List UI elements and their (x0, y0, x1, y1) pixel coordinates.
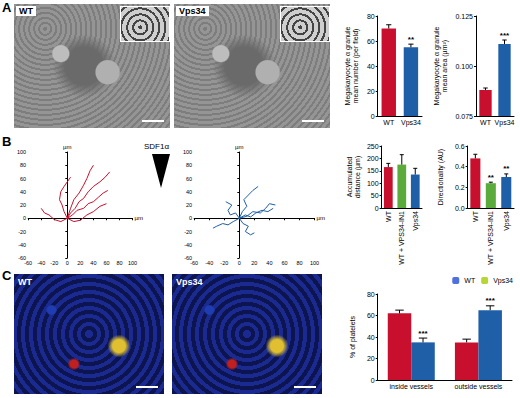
svg-text:µm: µm (317, 215, 325, 221)
svg-text:60: 60 (20, 176, 26, 182)
svg-text:Vps34: Vps34 (401, 119, 421, 127)
html-text:Vps34: Vps34 (176, 277, 203, 287)
svg-text:0: 0 (371, 113, 375, 120)
svg-text:WT: WT (383, 119, 395, 126)
svg-text:0: 0 (238, 260, 241, 266)
svg-text:***: *** (486, 296, 496, 305)
svg-text:WT + VPS34-IN1: WT + VPS34-IN1 (398, 211, 405, 265)
svg-text:60: 60 (367, 312, 375, 319)
svg-text:40: 40 (20, 189, 26, 195)
svg-text:-20: -20 (184, 229, 192, 235)
svg-text:Vps34: Vps34 (503, 211, 511, 231)
svg-text:20: 20 (251, 260, 257, 266)
svg-text:Megakaryocyte α granule: Megakaryocyte α granule (344, 27, 352, 106)
svg-text:-40: -40 (18, 242, 26, 248)
svg-text:40: 40 (367, 63, 375, 70)
svg-text:-40: -40 (37, 260, 45, 266)
svg-text:20: 20 (186, 202, 192, 208)
svg-text:40: 40 (367, 334, 375, 341)
svg-text:0: 0 (371, 377, 375, 384)
svg-text:% of platelets: % of platelets (349, 315, 357, 358)
svg-text:mean number (per field): mean number (per field) (352, 29, 360, 104)
svg-text:100: 100 (128, 260, 137, 266)
svg-text:0.125: 0.125 (455, 13, 473, 20)
svg-text:0.2: 0.2 (455, 184, 465, 191)
svg-text:outside vessels: outside vessels (454, 383, 502, 390)
html-text:A: A (2, 0, 12, 15)
svg-text:0: 0 (23, 215, 26, 221)
svg-text:0.0: 0.0 (455, 205, 465, 212)
svg-text:WT: WT (385, 210, 392, 222)
svg-text:100: 100 (183, 149, 192, 155)
svg-text:20: 20 (367, 88, 375, 95)
svg-text:80: 80 (186, 162, 192, 168)
svg-text:WT + VPS34-IN1: WT + VPS34-IN1 (487, 211, 494, 265)
svg-text:***: *** (500, 31, 510, 40)
svg-text:40: 40 (186, 189, 192, 195)
svg-text:inside vessels: inside vessels (389, 383, 433, 390)
svg-text:distance (µm): distance (µm) (354, 156, 362, 199)
svg-text:20: 20 (77, 260, 83, 266)
svg-text:Accumulated: Accumulated (346, 157, 353, 198)
svg-text:-20: -20 (220, 260, 228, 266)
svg-text:-60: -60 (18, 255, 27, 261)
svg-text:60: 60 (103, 260, 109, 266)
svg-text:mean area (µm²): mean area (µm²) (441, 40, 449, 92)
svg-text:Megakaryocyte α granule: Megakaryocyte α granule (433, 27, 441, 106)
svg-text:40: 40 (90, 260, 96, 266)
html-text:WT: WT (19, 6, 33, 16)
svg-text:0.4: 0.4 (455, 163, 465, 170)
svg-text:80: 80 (20, 162, 26, 168)
html-text:B: B (2, 134, 12, 149)
svg-text:100: 100 (367, 180, 379, 187)
svg-text:80: 80 (367, 291, 375, 298)
svg-text:**: ** (503, 164, 510, 173)
svg-text:Vps34: Vps34 (493, 277, 513, 285)
svg-text:80: 80 (296, 260, 302, 266)
svg-text:-40: -40 (184, 242, 192, 248)
svg-text:-60: -60 (190, 260, 198, 266)
svg-text:Vps34: Vps34 (495, 119, 515, 127)
svg-text:200: 200 (367, 155, 379, 162)
svg-text:100: 100 (17, 149, 26, 155)
svg-text:**: ** (408, 35, 415, 44)
svg-text:0.075: 0.075 (455, 113, 473, 120)
svg-text:250: 250 (367, 143, 379, 150)
svg-text:-20: -20 (50, 260, 58, 266)
svg-text:0.6: 0.6 (455, 143, 465, 150)
svg-text:**: ** (488, 173, 495, 182)
svg-text:80: 80 (116, 260, 122, 266)
svg-text:100: 100 (310, 260, 319, 266)
svg-text:20: 20 (20, 202, 26, 208)
html-text:WT: WT (18, 277, 32, 287)
svg-text:µm: µm (63, 144, 71, 150)
svg-text:0: 0 (375, 205, 379, 212)
html-text:C: C (2, 268, 12, 283)
html-text:Vps34: Vps34 (179, 6, 206, 16)
svg-text:0: 0 (189, 215, 192, 221)
svg-text:Directionality (AU): Directionality (AU) (437, 149, 445, 205)
svg-text:-20: -20 (18, 229, 26, 235)
svg-text:***: *** (418, 329, 428, 338)
svg-text:WT: WT (464, 277, 476, 284)
svg-text:Vps34: Vps34 (412, 211, 420, 231)
svg-text:150: 150 (367, 167, 379, 174)
svg-text:60: 60 (186, 176, 192, 182)
svg-text:50: 50 (371, 192, 379, 199)
svg-text:60: 60 (281, 260, 287, 266)
svg-text:-60: -60 (24, 260, 32, 266)
svg-text:WT: WT (480, 119, 492, 126)
svg-text:µm: µm (235, 144, 243, 150)
svg-text:WT: WT (472, 210, 479, 222)
svg-text:20: 20 (367, 355, 375, 362)
html-text:SDF1α: SDF1α (144, 142, 170, 151)
svg-text:0.100: 0.100 (455, 63, 473, 70)
svg-text:0: 0 (66, 260, 69, 266)
svg-text:80: 80 (367, 13, 375, 20)
svg-text:-60: -60 (184, 255, 193, 261)
svg-text:-40: -40 (205, 260, 213, 266)
svg-text:60: 60 (367, 38, 375, 45)
svg-text:µm: µm (135, 215, 143, 221)
svg-text:40: 40 (266, 260, 272, 266)
